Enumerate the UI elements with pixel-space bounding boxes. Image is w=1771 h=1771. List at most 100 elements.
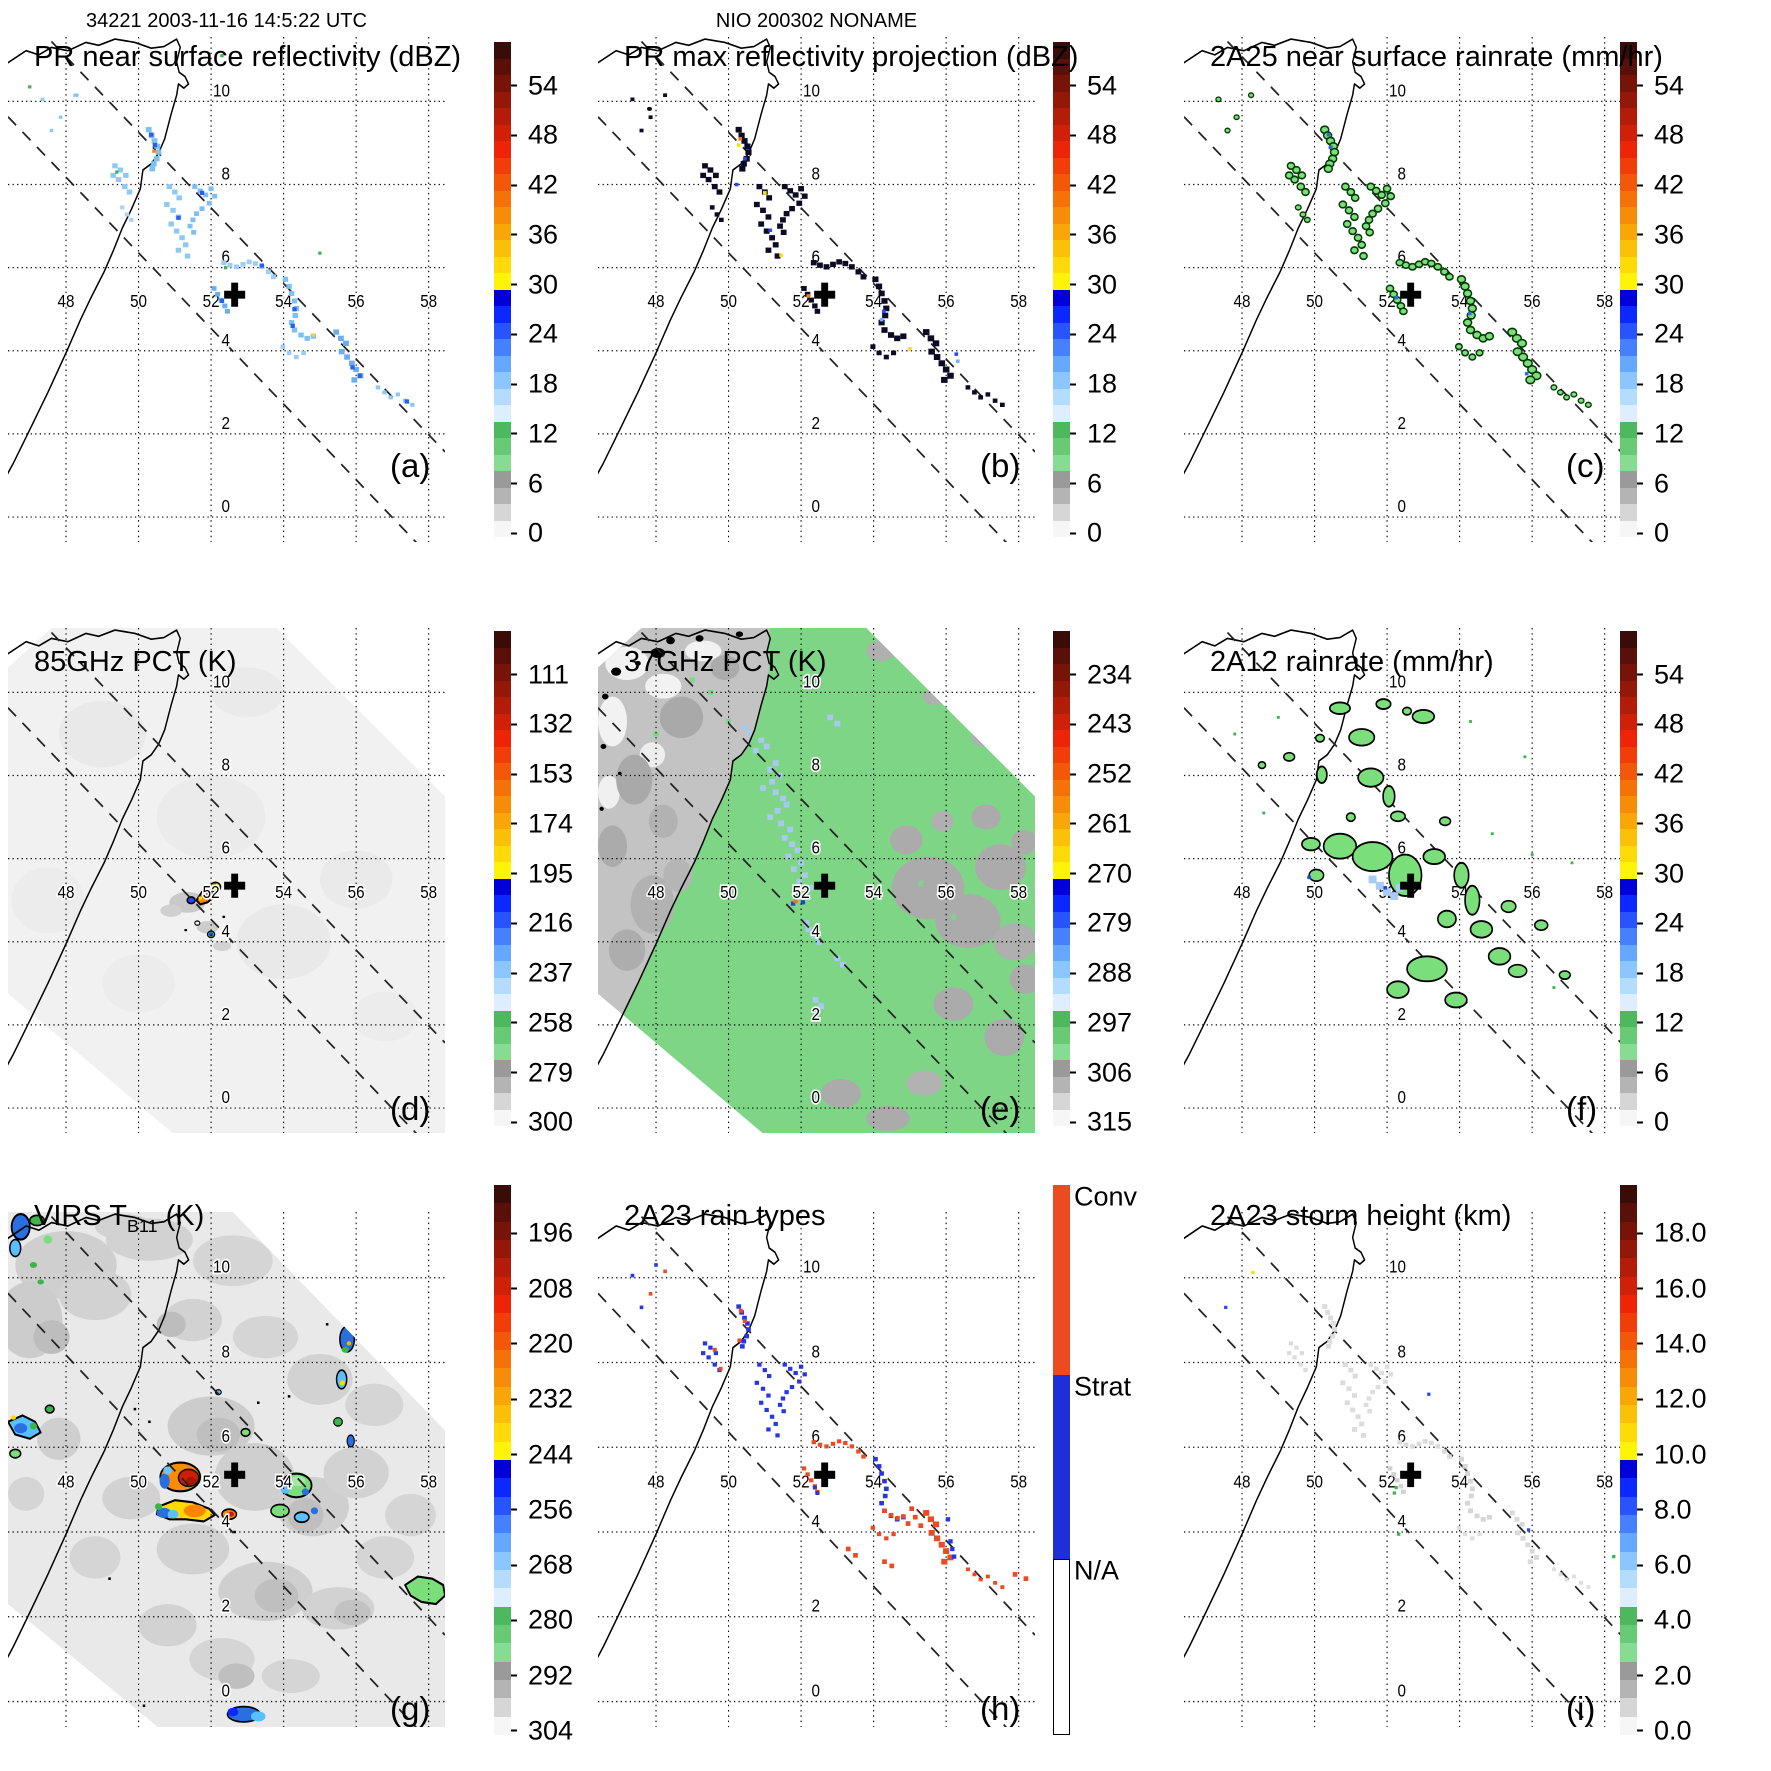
svg-text:54: 54 bbox=[275, 883, 292, 902]
colorbar-tick-label: 16.0 bbox=[1637, 1273, 1707, 1304]
storm-center-marker bbox=[814, 1462, 836, 1488]
colorbar-segment bbox=[494, 812, 511, 829]
panel-letter-g: (g) bbox=[390, 1690, 431, 1727]
colorbar-segment bbox=[1053, 779, 1070, 796]
map-e: 48 50 52 54 56 58 10 8 6 4 2 0 bbox=[598, 628, 1035, 1133]
colorbar-tick-label: 280 bbox=[511, 1605, 573, 1636]
svg-text:50: 50 bbox=[720, 883, 737, 902]
swath-layer-e bbox=[598, 628, 1035, 1133]
colorbar-segment bbox=[494, 1533, 511, 1552]
axis-labels: 4850525456581086420 bbox=[56, 80, 439, 518]
colorbar-segment bbox=[1620, 1679, 1637, 1699]
colorbar-segment-conv bbox=[1053, 1185, 1070, 1375]
colorbar-tick-label: 300 bbox=[511, 1107, 573, 1138]
colorbar-segment bbox=[1620, 1606, 1637, 1625]
colorbar-segment bbox=[1620, 306, 1637, 323]
colorbar-segment bbox=[494, 355, 511, 372]
swath-edge-lines bbox=[8, 628, 445, 1133]
svg-text:6: 6 bbox=[811, 248, 819, 267]
colorbar-segment bbox=[494, 1093, 511, 1110]
colorbar-segment bbox=[494, 994, 511, 1011]
colorbar-segment bbox=[1053, 75, 1070, 92]
colorbar-tick-label: 279 bbox=[511, 1057, 573, 1088]
colorbar-segment bbox=[494, 240, 511, 257]
colorbar-segment bbox=[1620, 1093, 1637, 1110]
svg-text:6: 6 bbox=[1397, 248, 1405, 267]
colorbar-segment bbox=[494, 862, 511, 879]
colorbar-segment bbox=[1620, 405, 1637, 422]
colorbar-segment bbox=[1053, 812, 1070, 829]
colorbar-category-label: Strat bbox=[1074, 1371, 1132, 1402]
svg-text:4: 4 bbox=[811, 331, 819, 350]
colorbar-segment bbox=[1620, 1349, 1637, 1369]
colorbar-segment bbox=[1620, 763, 1637, 780]
panel-f: 2A12 rainrate (mm/hr)4850525456581086420… bbox=[1184, 628, 1771, 1143]
data-pixels-i bbox=[1224, 1270, 1616, 1589]
svg-text:0: 0 bbox=[811, 1088, 819, 1107]
colorbar-segment bbox=[494, 454, 511, 471]
panel-title-a: PR near surface reflectivity (dBZ) bbox=[34, 41, 462, 73]
colorbar-tick-label: 18 bbox=[1637, 369, 1684, 400]
axis-labels: 4850525456581086420 bbox=[1232, 671, 1615, 1109]
colorbar-segment bbox=[494, 845, 511, 862]
panel-letter-b: (b) bbox=[980, 447, 1021, 484]
colorbar-segment bbox=[494, 664, 511, 681]
colorbar-segment bbox=[494, 697, 511, 714]
svg-text:10: 10 bbox=[803, 1256, 820, 1276]
svg-text:56: 56 bbox=[348, 292, 365, 311]
svg-text:4: 4 bbox=[1397, 922, 1405, 941]
svg-text:2: 2 bbox=[221, 414, 229, 433]
svg-text:4: 4 bbox=[1397, 331, 1405, 350]
colorbar-segment bbox=[1620, 812, 1637, 829]
colorbar-tick-label: 12 bbox=[511, 418, 558, 449]
svg-text:6: 6 bbox=[221, 248, 229, 267]
svg-text:50: 50 bbox=[720, 292, 737, 311]
storm-center-marker bbox=[224, 282, 246, 307]
colorbar-tick-label: 256 bbox=[511, 1494, 573, 1525]
swath-layer-g bbox=[8, 1212, 445, 1727]
map-a: 4850525456581086420 bbox=[8, 37, 445, 542]
colorbar-segment bbox=[1053, 141, 1070, 158]
svg-text:56: 56 bbox=[348, 1471, 365, 1491]
colorbar-segment bbox=[494, 746, 511, 763]
colorbar-segment bbox=[1620, 1185, 1637, 1204]
colorbar-segment bbox=[494, 1661, 511, 1680]
colorbar-segment bbox=[1620, 895, 1637, 912]
colorbar-tick-label: 30 bbox=[1070, 269, 1117, 300]
storm-center-marker bbox=[224, 873, 246, 898]
colorbar-segment bbox=[494, 1496, 511, 1515]
colorbar-segment bbox=[1620, 944, 1637, 961]
svg-text:4: 4 bbox=[221, 1511, 229, 1531]
grid bbox=[8, 1212, 445, 1727]
colorbar-tick-label: 2.0 bbox=[1637, 1660, 1692, 1691]
colorbar-segment bbox=[1620, 504, 1637, 521]
colorbar-segment bbox=[1053, 487, 1070, 504]
colorbar-tick-label: 18.0 bbox=[1637, 1218, 1707, 1249]
colorbar-segment bbox=[1053, 713, 1070, 730]
svg-text:54: 54 bbox=[275, 1471, 292, 1491]
panel-a: PR near surface reflectivity (dBZ) 485052… bbox=[8, 37, 598, 552]
colorbar-tick-label: 24 bbox=[1637, 908, 1684, 939]
colorbar-segment bbox=[1620, 124, 1637, 141]
svg-text:6: 6 bbox=[811, 1426, 819, 1446]
colorbar-segment bbox=[1620, 994, 1637, 1011]
colorbar-tick-label: 237 bbox=[511, 958, 573, 989]
colorbar-segment bbox=[494, 1423, 511, 1442]
axis-labels: 4850525456581086420 bbox=[56, 671, 439, 1109]
svg-text:48: 48 bbox=[58, 1471, 75, 1491]
colorbar-tick-label: 12 bbox=[1637, 1007, 1684, 1038]
colorbar-segment bbox=[494, 796, 511, 813]
colorbar-tick-label: 6.0 bbox=[1637, 1550, 1692, 1581]
colorbar-segment bbox=[1053, 42, 1070, 59]
svg-text:8: 8 bbox=[221, 756, 229, 775]
colorbar-tick-label: 153 bbox=[511, 759, 573, 790]
colorbar-c bbox=[1620, 42, 1637, 537]
colorbar-tick-label: 48 bbox=[1070, 120, 1117, 151]
colorbar-segment bbox=[1620, 91, 1637, 108]
colorbar-segment bbox=[1053, 1109, 1070, 1126]
colorbar-tick-label: 304 bbox=[511, 1715, 573, 1746]
svg-text:0: 0 bbox=[811, 1680, 819, 1700]
panel-title-c: 2A25 near surface rainrate (mm/hr) bbox=[1210, 41, 1663, 73]
colorbar-tick-label: 36 bbox=[1637, 808, 1684, 839]
colorbar-g bbox=[494, 1185, 511, 1735]
